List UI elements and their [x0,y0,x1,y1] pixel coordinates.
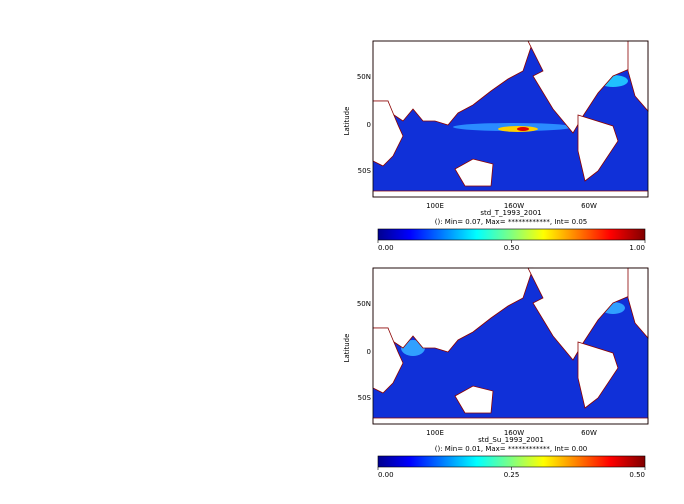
lon-tick-label: 160W [504,202,524,210]
lon-tick-label: 60W [581,202,597,210]
colorbar-tick-label: 0.50 [504,244,520,252]
map-panel: Latitude 50N 0 50S 100E 160W 60W std_T_1993_200… [343,40,649,252]
lat-tick-label: 50S [358,394,372,402]
anomaly [517,127,529,131]
colorbar-tick-label: 0.00 [378,471,394,479]
lon-tick-label: 60W [581,429,597,437]
map-frame [372,267,649,425]
colorbar [377,228,646,241]
panel-title: std_Su_1993_2001 [478,436,544,444]
colorbar [377,455,646,468]
colorbar-tick-label: 0.00 [378,244,394,252]
anomaly [401,340,425,356]
map-panel: Latitude 50N 0 50S 100E 160W 60W std_Su_1993_20… [343,267,649,479]
colorbar-tick-label: 1.00 [629,244,645,252]
lon-tick-label: 100E [426,202,444,210]
lon-tick-label: 160W [504,429,524,437]
lat-tick-label: 50N [357,73,371,81]
panel-title: std_T_1993_2001 [480,209,541,217]
lat-tick-label: 0 [367,121,371,129]
panel-stats: (): Min= 0.01, Max= ************, Int= 0… [435,445,588,453]
lat-tick-label: 50S [358,167,372,175]
lon-tick-label: 100E [426,429,444,437]
panel-stats: (): Min= 0.07, Max= ************, Int= 0… [435,218,588,226]
y-axis-label: Latitude [343,107,351,136]
y-axis-label: Latitude [343,334,351,363]
map-frame [372,40,649,198]
lat-tick-label: 0 [367,348,371,356]
colorbar-tick-label: 0.25 [504,471,520,479]
lat-tick-label: 50N [357,300,371,308]
colorbar-tick-label: 0.50 [629,471,645,479]
